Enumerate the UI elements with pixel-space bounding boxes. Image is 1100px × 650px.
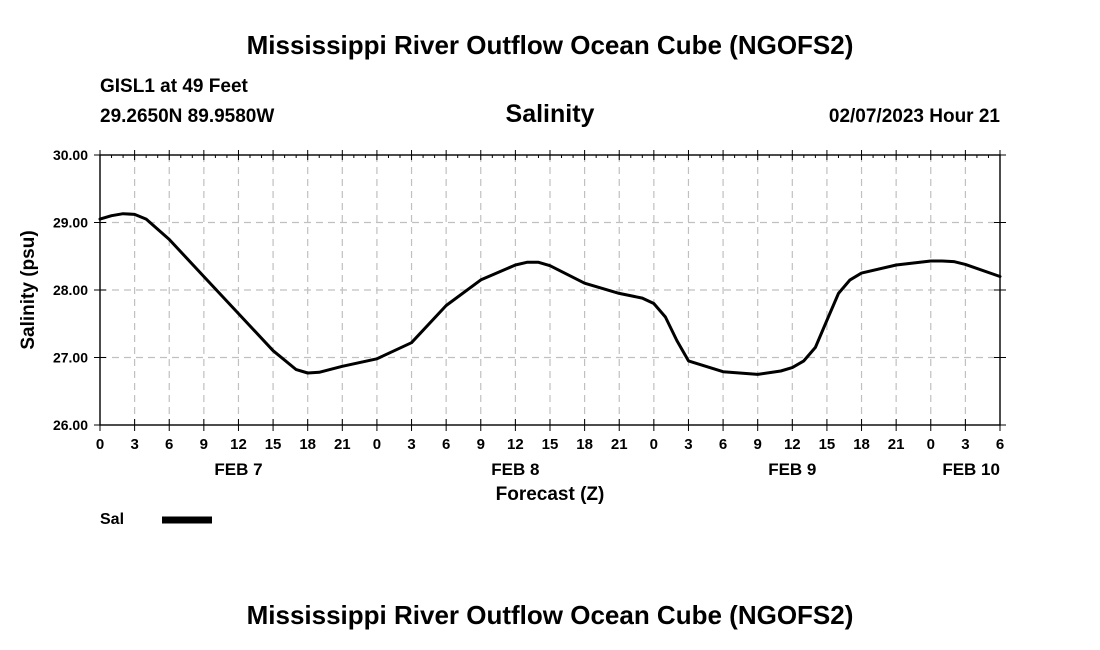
x-tick-label: 15 — [542, 436, 559, 453]
x-tick-label: 3 — [684, 436, 692, 453]
forecast-datetime: 02/07/2023 Hour 21 — [828, 106, 1000, 127]
x-tick-label: 0 — [96, 436, 104, 453]
date-label: FEB 10 — [942, 460, 1000, 479]
x-tick-label: 6 — [442, 436, 450, 453]
x-tick-label: 21 — [334, 436, 351, 453]
x-tick-label: 18 — [853, 436, 870, 453]
x-tick-label: 6 — [996, 436, 1004, 453]
chart-title: Salinity — [505, 100, 595, 128]
series — [98, 212, 1002, 376]
date-label: FEB 8 — [491, 460, 539, 479]
x-tick-label: 0 — [927, 436, 935, 453]
x-tick-label: 9 — [754, 436, 762, 453]
x-tick-label: 3 — [407, 436, 415, 453]
date-label: FEB 9 — [768, 460, 816, 479]
x-tick-label: 3 — [961, 436, 969, 453]
x-tick-label: 18 — [299, 436, 316, 453]
axis-labels: 26.00 27.00 28.00 29.00 30.00 0 3 6 9 12 15 18 21 0 3 6… — [18, 147, 1004, 505]
grid — [100, 155, 1000, 425]
x-tick-label: 12 — [784, 436, 801, 453]
footer-title: Mississippi River Outflow Ocean Cube (NG… — [246, 600, 854, 630]
x-tick-label: 12 — [507, 436, 524, 453]
x-tick-label: 3 — [130, 436, 138, 453]
date-label: FEB 7 — [214, 460, 262, 479]
x-tick-label: 21 — [611, 436, 628, 453]
x-tick-label: 0 — [650, 436, 658, 453]
legend-label: Sal — [100, 511, 124, 528]
y-tick-label: 30.00 — [53, 147, 88, 163]
legend: Sal — [100, 511, 212, 528]
x-tick-label: 9 — [477, 436, 485, 453]
series-line-sal — [98, 212, 1002, 376]
x-tick-label: 15 — [265, 436, 282, 453]
page-title: Mississippi River Outflow Ocean Cube (NG… — [246, 30, 854, 60]
x-tick-label: 6 — [719, 436, 727, 453]
x-tick-label: 12 — [230, 436, 247, 453]
axes — [94, 150, 1006, 431]
station-label: GISL1 at 49 Feet — [100, 76, 248, 97]
x-tick-label: 15 — [819, 436, 836, 453]
y-axis-label: Salinity (psu) — [18, 230, 39, 349]
plot-frame — [99, 154, 1001, 426]
y-tick-label: 26.00 — [53, 417, 88, 433]
x-tick-label: 9 — [200, 436, 208, 453]
y-tick-label: 28.00 — [53, 282, 88, 298]
y-tick-label: 27.00 — [53, 350, 88, 366]
station-coordinates: 29.2650N 89.9580W — [100, 106, 275, 127]
x-tick-label: 21 — [888, 436, 905, 453]
x-tick-label: 0 — [373, 436, 381, 453]
x-tick-label: 18 — [576, 436, 593, 453]
y-tick-label: 29.00 — [53, 215, 88, 231]
x-tick-label: 6 — [165, 436, 173, 453]
x-axis-label: Forecast (Z) — [496, 484, 605, 505]
